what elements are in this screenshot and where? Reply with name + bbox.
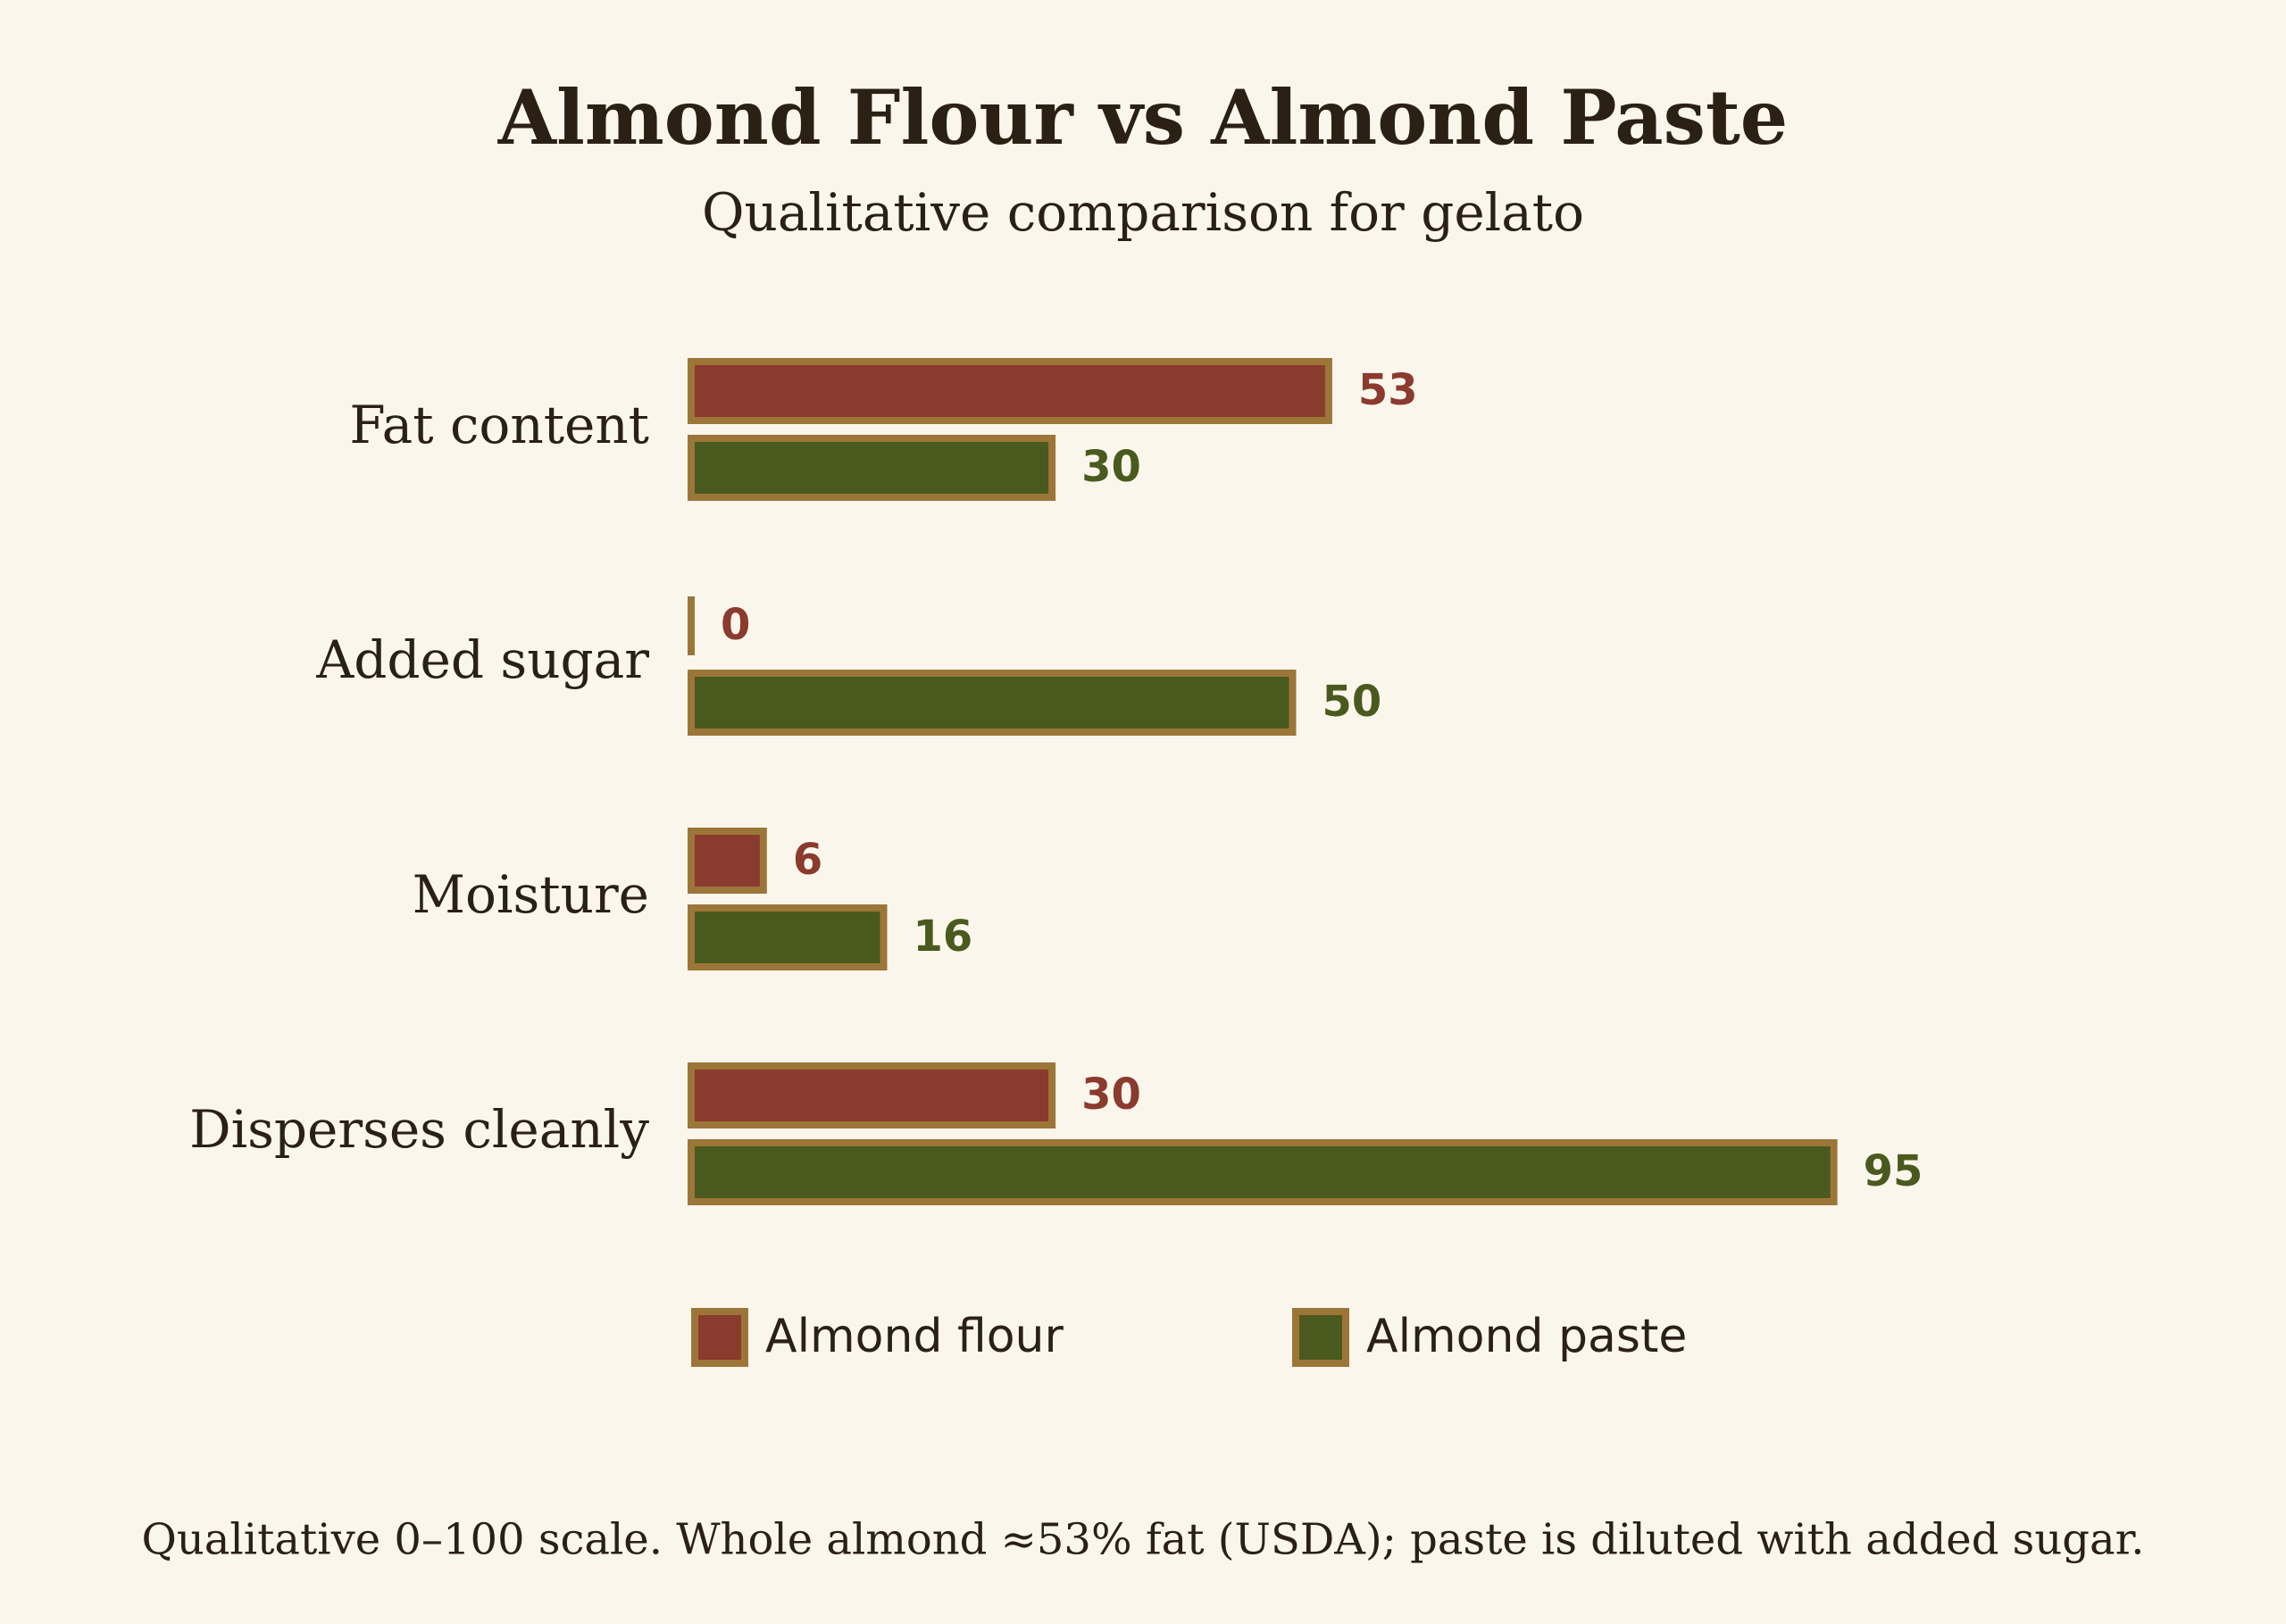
bar xyxy=(688,358,1332,424)
value-label: 30 xyxy=(1081,442,1141,492)
legend-swatch xyxy=(1292,1308,1349,1367)
legend-label: Almond paste xyxy=(1366,1310,1687,1363)
bar xyxy=(688,904,888,970)
value-label: 95 xyxy=(1864,1146,1923,1196)
bar xyxy=(688,828,767,894)
value-label: 0 xyxy=(721,600,750,650)
value-label: 16 xyxy=(914,912,973,962)
value-label: 53 xyxy=(1358,365,1418,415)
value-label: 6 xyxy=(793,835,822,885)
bar xyxy=(688,1062,1056,1128)
bar xyxy=(688,435,1056,501)
category-label: Moisture xyxy=(413,864,649,925)
legend-swatch xyxy=(691,1308,748,1367)
legend-label: Almond flour xyxy=(765,1310,1064,1363)
category-label: Disperses cleanly xyxy=(189,1099,649,1160)
chart-title: Almond Flour vs Almond Paste xyxy=(497,73,1788,162)
value-label: 50 xyxy=(1322,677,1382,727)
bar xyxy=(688,670,1297,736)
bar xyxy=(688,1139,1838,1205)
category-label: Fat content xyxy=(349,395,649,455)
value-label: 30 xyxy=(1081,1070,1141,1120)
category-label: Added sugar xyxy=(315,629,649,690)
chart-subtitle: Qualitative comparison for gelato xyxy=(702,182,1584,243)
footnote: Qualitative 0–100 scale. Whole almond ≈5… xyxy=(141,1515,2144,1565)
